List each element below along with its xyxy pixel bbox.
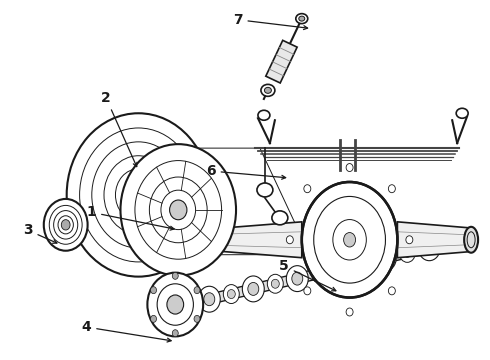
Ellipse shape <box>286 236 294 244</box>
Text: 4: 4 <box>81 320 171 342</box>
Ellipse shape <box>150 315 156 322</box>
Ellipse shape <box>355 254 371 273</box>
Ellipse shape <box>343 233 356 247</box>
Ellipse shape <box>121 144 236 276</box>
Ellipse shape <box>160 303 171 316</box>
Ellipse shape <box>204 293 215 306</box>
Ellipse shape <box>346 163 353 171</box>
Ellipse shape <box>167 295 184 314</box>
Ellipse shape <box>315 269 323 278</box>
Ellipse shape <box>286 266 308 292</box>
Polygon shape <box>164 243 430 314</box>
Ellipse shape <box>304 287 311 295</box>
Ellipse shape <box>44 199 88 251</box>
Ellipse shape <box>265 87 271 93</box>
Ellipse shape <box>302 182 397 298</box>
Ellipse shape <box>330 255 352 281</box>
Ellipse shape <box>424 241 435 254</box>
Text: 2: 2 <box>101 90 137 167</box>
Polygon shape <box>397 222 469 258</box>
Ellipse shape <box>61 220 70 230</box>
Ellipse shape <box>194 315 200 322</box>
Ellipse shape <box>299 16 305 21</box>
Ellipse shape <box>257 183 273 197</box>
Ellipse shape <box>194 287 200 294</box>
Ellipse shape <box>172 273 178 279</box>
Ellipse shape <box>456 108 468 118</box>
Ellipse shape <box>183 300 191 309</box>
Ellipse shape <box>403 248 411 257</box>
Ellipse shape <box>464 227 478 253</box>
Ellipse shape <box>311 264 327 283</box>
Ellipse shape <box>170 200 187 220</box>
Ellipse shape <box>67 113 210 276</box>
Ellipse shape <box>336 262 347 275</box>
Ellipse shape <box>292 272 303 285</box>
Ellipse shape <box>227 289 235 298</box>
Ellipse shape <box>296 14 308 24</box>
Ellipse shape <box>359 259 368 268</box>
Ellipse shape <box>121 144 236 276</box>
Ellipse shape <box>194 230 206 254</box>
Ellipse shape <box>272 211 288 225</box>
Ellipse shape <box>150 287 156 294</box>
Ellipse shape <box>399 243 415 262</box>
Text: 1: 1 <box>86 205 174 230</box>
Ellipse shape <box>346 308 353 316</box>
Ellipse shape <box>248 283 259 296</box>
Ellipse shape <box>374 245 396 271</box>
Ellipse shape <box>172 330 178 337</box>
Ellipse shape <box>304 185 311 193</box>
Ellipse shape <box>258 110 270 120</box>
Text: 3: 3 <box>23 223 57 243</box>
Ellipse shape <box>67 113 210 276</box>
Ellipse shape <box>389 185 395 193</box>
Ellipse shape <box>198 286 220 312</box>
Ellipse shape <box>154 297 176 323</box>
Text: 7: 7 <box>233 13 308 30</box>
Ellipse shape <box>147 273 203 336</box>
Ellipse shape <box>243 276 264 302</box>
Ellipse shape <box>389 287 395 295</box>
Ellipse shape <box>261 84 275 96</box>
Ellipse shape <box>304 185 395 294</box>
Ellipse shape <box>271 279 279 288</box>
Ellipse shape <box>44 199 88 251</box>
Ellipse shape <box>130 186 147 204</box>
Text: 6: 6 <box>206 164 286 179</box>
Polygon shape <box>266 40 297 83</box>
Ellipse shape <box>268 274 283 293</box>
Polygon shape <box>200 222 302 258</box>
Ellipse shape <box>223 285 239 303</box>
Ellipse shape <box>406 236 413 244</box>
Ellipse shape <box>418 235 440 261</box>
Ellipse shape <box>179 295 196 314</box>
Text: 5: 5 <box>279 259 336 291</box>
Ellipse shape <box>380 252 391 265</box>
